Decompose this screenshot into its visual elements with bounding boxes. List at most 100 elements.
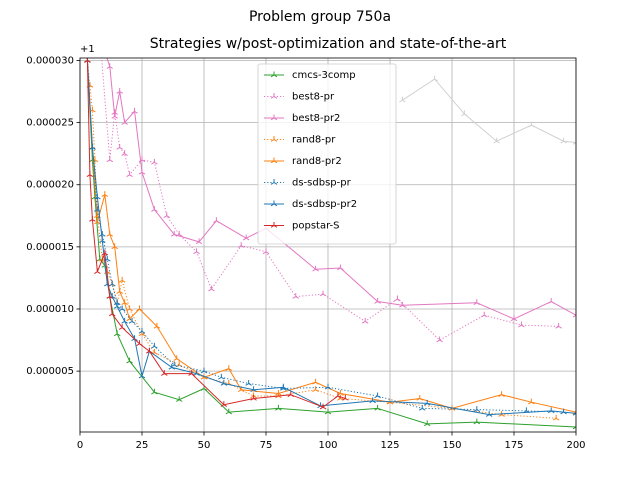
legend-label: ds-sdbsp-pr2 (292, 199, 357, 210)
x-tick-label: 175 (504, 440, 523, 451)
data-point (208, 285, 215, 292)
data-point (547, 298, 555, 304)
data-point (84, 58, 91, 63)
data-point (493, 137, 500, 144)
data-point (89, 216, 96, 222)
data-point (151, 206, 158, 212)
data-point (399, 96, 406, 103)
data-point (126, 357, 133, 364)
data-point (480, 311, 488, 318)
data-point (547, 407, 555, 414)
data-point (555, 322, 562, 329)
data-point (94, 268, 101, 274)
data-point (121, 299, 128, 306)
data-point (170, 230, 178, 237)
data-point (292, 293, 300, 299)
legend-marker (270, 71, 278, 78)
data-point (423, 399, 431, 406)
data-point (319, 290, 327, 297)
data-point (485, 411, 493, 417)
data-point (218, 373, 225, 380)
data-point (572, 311, 576, 318)
data-point (136, 305, 143, 312)
data-point (89, 143, 96, 150)
data-point (151, 388, 158, 395)
data-point (126, 171, 133, 178)
data-point (106, 230, 114, 237)
data-point (245, 380, 252, 386)
data-point (334, 392, 342, 399)
data-point (324, 408, 332, 415)
data-point (342, 394, 349, 401)
data-point (111, 112, 118, 119)
data-point (220, 380, 228, 386)
data-point (528, 121, 535, 128)
data-point (108, 310, 116, 317)
chart-subtitle: Strategies w/post-optimization and state… (150, 36, 507, 52)
data-point (572, 138, 576, 145)
data-point (510, 315, 518, 322)
data-point (225, 408, 233, 415)
data-point (418, 404, 426, 411)
data-point (280, 383, 287, 390)
data-point (518, 321, 525, 328)
data-point (116, 88, 123, 94)
data-point (423, 420, 431, 427)
legend-label: best8-pr (292, 92, 335, 103)
data-point (528, 398, 535, 405)
data-point (473, 418, 481, 425)
data-point (153, 322, 161, 329)
data-point (116, 288, 123, 294)
data-point (312, 386, 319, 392)
y-tick-label: 0.000030 (26, 55, 74, 66)
data-point (337, 264, 344, 271)
data-point (161, 370, 168, 376)
data-point (374, 404, 381, 411)
data-point (242, 234, 250, 241)
data-point (86, 171, 94, 178)
legend: cmcs-3comp best8-pr best8-pr2 rand8-pr rand8… (257, 63, 397, 245)
data-point (118, 276, 126, 283)
data-point (101, 191, 109, 197)
legend-marker (270, 136, 278, 142)
data-point (560, 137, 567, 144)
data-point (572, 409, 576, 416)
data-point (498, 391, 505, 397)
data-point (99, 237, 106, 243)
data-point (461, 110, 468, 117)
legend-marker (270, 200, 278, 207)
data-point (101, 249, 109, 256)
series-line (86, 60, 557, 419)
data-point (262, 248, 270, 255)
data-point (138, 327, 146, 334)
y-tick-label: 0.000010 (26, 304, 74, 315)
legend-label: cmcs-3comp (292, 70, 356, 81)
legend-marker (270, 93, 278, 99)
data-point (399, 301, 406, 308)
data-point (113, 330, 121, 337)
x-tick-label: 100 (318, 440, 337, 451)
legend-label: popstar-S (292, 221, 340, 232)
data-point (220, 401, 228, 407)
legend-box (257, 63, 397, 245)
data-point (200, 367, 208, 374)
data-point (121, 119, 128, 125)
data-point (416, 394, 424, 401)
data-point (394, 295, 401, 302)
series-line (86, 60, 576, 416)
data-point (275, 389, 282, 396)
data-point (113, 303, 121, 309)
data-point (175, 396, 183, 402)
data-point (121, 150, 128, 156)
series-line (86, 60, 576, 428)
data-point (312, 378, 319, 385)
x-tick-label: 0 (77, 440, 83, 451)
data-point (287, 391, 295, 397)
data-point (195, 238, 203, 245)
data-point (361, 317, 369, 324)
data-point (312, 265, 319, 272)
data-point (151, 158, 158, 165)
x-tick-label: 150 (442, 440, 461, 451)
legend-label: rand8-pr2 (292, 156, 342, 167)
